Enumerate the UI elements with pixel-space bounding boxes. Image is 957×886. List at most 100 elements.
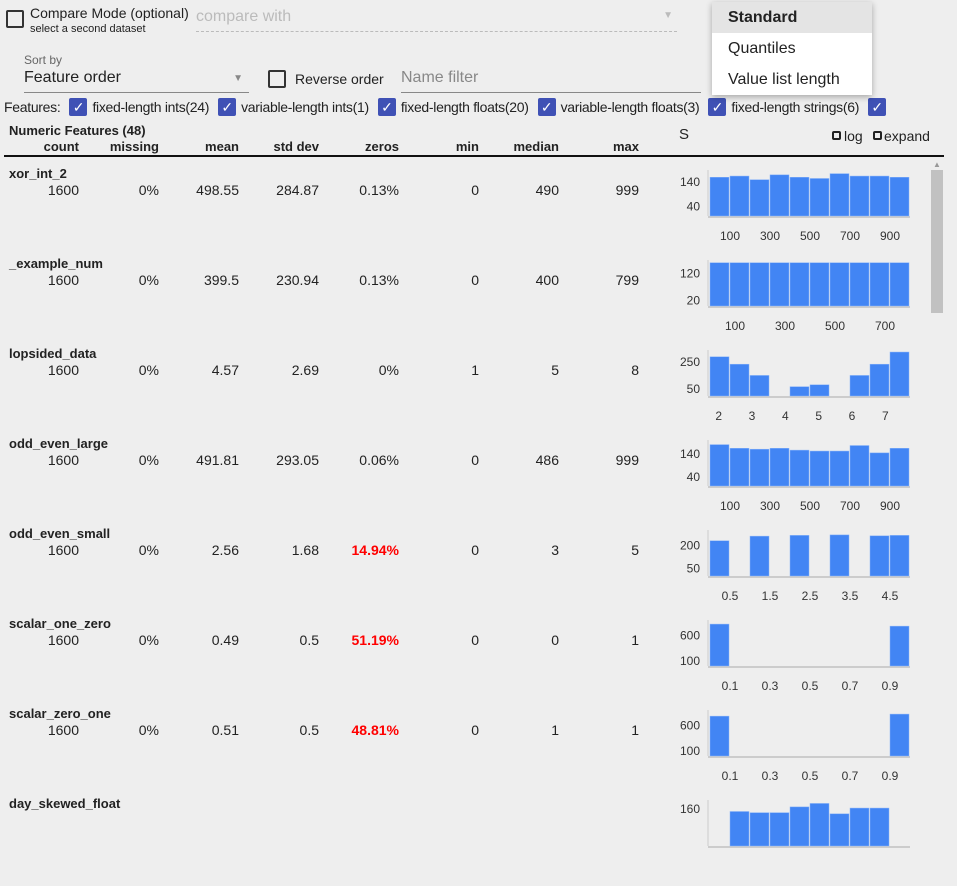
feature-checkbox-3[interactable]: ✓ xyxy=(537,98,556,116)
feature-filter-label: variable-length floats(3) xyxy=(560,99,700,115)
feature-name: day_skewed_float xyxy=(9,796,121,811)
histogram-bar xyxy=(869,175,890,217)
cell-max: 1 xyxy=(631,722,639,738)
feature-checkbox-0[interactable]: ✓ xyxy=(69,98,88,116)
histogram-bar xyxy=(729,811,750,847)
cell-min: 0 xyxy=(471,632,479,648)
histogram-chart: 140 40 100 300 500 700 900 xyxy=(680,170,910,243)
feature-filter-label: fixed-length ints(24) xyxy=(92,99,210,115)
menu-item-standard[interactable]: Standard xyxy=(712,2,872,33)
column-header-missing[interactable]: missing xyxy=(109,139,159,154)
scroll-up-icon[interactable]: ▲ xyxy=(933,160,941,169)
y-tick-label: 20 xyxy=(687,294,701,308)
histogram-bar xyxy=(709,262,730,307)
table-row[interactable]: scalar_zero_one 1600 0% 0.51 0.5 48.81% 0 1 1 xyxy=(0,706,660,796)
cell-missing: 0% xyxy=(138,362,159,378)
cell-std: 293.05 xyxy=(276,452,319,468)
chart-type-dropdown[interactable]: S xyxy=(679,126,690,143)
x-tick-label: 2 xyxy=(715,409,722,423)
table-row[interactable]: day_skewed_float xyxy=(0,796,660,886)
histogram-bar xyxy=(789,806,810,847)
x-tick-label: 6 xyxy=(849,409,856,423)
cell-min: 0 xyxy=(471,722,479,738)
log-label: log xyxy=(844,128,863,144)
cell-std: 2.69 xyxy=(291,362,319,378)
histogram-bar xyxy=(769,448,790,487)
x-tick-label: 0.5 xyxy=(722,589,739,603)
histogram-chart: 120 20 100 300 500 700 xyxy=(680,260,910,333)
scrollbar-thumb[interactable] xyxy=(931,170,943,313)
scrollbar[interactable]: ▲ xyxy=(929,158,945,814)
feature-checkbox-4[interactable]: ✓ xyxy=(708,98,727,116)
feature-checkbox-1[interactable]: ✓ xyxy=(218,98,237,116)
histogram-bar xyxy=(789,386,810,397)
column-header-min[interactable]: min xyxy=(455,139,479,154)
y-tick-label: 140 xyxy=(680,447,700,461)
feature-checkbox-2[interactable]: ✓ xyxy=(377,98,396,116)
y-tick-label: 100 xyxy=(680,744,700,758)
histogram-bar xyxy=(749,535,770,577)
expand-label: expand xyxy=(884,128,930,144)
y-tick-label: 200 xyxy=(680,538,700,552)
histogram-bar xyxy=(849,175,870,217)
chevron-down-icon: ▼ xyxy=(233,73,243,84)
cell-missing: 0% xyxy=(138,632,159,648)
chart-type-menu: Standard Quantiles Value list length xyxy=(712,2,872,95)
column-header-count[interactable]: count xyxy=(43,139,79,154)
reverse-order-checkbox[interactable] xyxy=(268,70,286,88)
x-tick-label: 4.5 xyxy=(882,589,899,603)
table-row[interactable]: xor_int_2 1600 0% 498.55 284.87 0.13% 0 490 999 xyxy=(0,166,660,256)
sort-by-dropdown[interactable]: Feature order ▼ xyxy=(24,69,249,93)
feature-filters: Features: ✓ fixed-length ints(24) ✓ vari… xyxy=(4,98,887,116)
x-tick-label: 0.7 xyxy=(842,679,859,693)
histogram-bar xyxy=(869,363,890,397)
column-header-mean[interactable]: mean xyxy=(205,139,239,154)
feature-checkbox-5[interactable]: ✓ xyxy=(868,98,887,116)
menu-item-value-list-length[interactable]: Value list length xyxy=(728,71,840,88)
column-header-std-dev[interactable]: std dev xyxy=(273,139,319,154)
column-header-median[interactable]: median xyxy=(513,139,559,154)
x-tick-label: 2.5 xyxy=(802,589,819,603)
histogram-bar xyxy=(889,448,910,487)
histogram-bar xyxy=(889,351,910,397)
table-row[interactable]: odd_even_small 1600 0% 2.56 1.68 14.94% 0 3 5 xyxy=(0,526,660,616)
cell-max: 999 xyxy=(615,452,639,468)
x-tick-label: 900 xyxy=(880,499,900,513)
histogram-bar xyxy=(769,174,790,217)
name-filter-input[interactable]: Name filter xyxy=(401,69,701,93)
column-header-zeros[interactable]: zeros xyxy=(365,139,399,154)
compare-mode-checkbox[interactable] xyxy=(6,10,24,28)
table-row[interactable]: odd_even_large 1600 0% 491.81 293.05 0.06% 0 48… xyxy=(0,436,660,526)
compare-with-dropdown[interactable]: compare with ▼ xyxy=(196,8,677,32)
column-header-max[interactable]: max xyxy=(612,139,639,154)
features-label: Features: xyxy=(4,99,61,115)
cell-mean: 4.57 xyxy=(211,362,239,378)
histogram-bar xyxy=(849,262,870,307)
histogram-bar xyxy=(889,713,910,757)
expand-checkbox[interactable] xyxy=(873,131,882,140)
feature-filter-label: fixed-length strings(6) xyxy=(731,99,860,115)
x-tick-label: 0.3 xyxy=(762,679,779,693)
x-tick-label: 0.1 xyxy=(722,769,739,783)
table-row[interactable]: _example_num 1600 0% 399.5 230.94 0.13% 0 400 79… xyxy=(0,256,660,346)
y-tick-label: 120 xyxy=(680,267,700,281)
cell-median: 400 xyxy=(535,272,559,288)
x-tick-label: 0.9 xyxy=(882,679,899,693)
log-checkbox[interactable] xyxy=(832,131,841,140)
feature-name: odd_even_large xyxy=(9,436,108,451)
histogram-bar xyxy=(809,262,830,307)
histogram-bar xyxy=(809,803,830,847)
x-tick-label: 700 xyxy=(840,229,860,243)
table-row[interactable]: lopsided_data 1600 0% 4.57 2.69 0% 1 5 8 xyxy=(0,346,660,436)
y-tick-label: 600 xyxy=(680,628,700,642)
histogram-bar xyxy=(749,179,770,217)
table-row[interactable]: scalar_one_zero 1600 0% 0.49 0.5 51.19% 0 0 1 xyxy=(0,616,660,706)
menu-item-quantiles[interactable]: Quantiles xyxy=(728,40,796,57)
histogram-bar xyxy=(709,623,730,667)
cell-mean: 498.55 xyxy=(196,182,239,198)
x-tick-label: 1.5 xyxy=(762,589,779,603)
cell-std: 230.94 xyxy=(276,272,319,288)
histogram-chart: 600 100 0.1 0.3 0.5 0.7 0.9 xyxy=(680,710,910,783)
cell-median: 0 xyxy=(551,632,559,648)
sort-by-label: Sort by xyxy=(24,53,63,67)
